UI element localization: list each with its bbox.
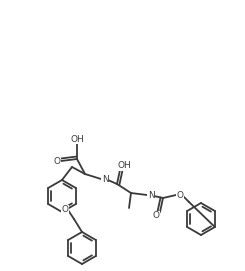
Text: N: N bbox=[102, 176, 108, 185]
Text: O: O bbox=[176, 192, 184, 201]
Text: OH: OH bbox=[70, 134, 84, 144]
Text: O: O bbox=[152, 211, 159, 221]
Text: O: O bbox=[53, 157, 61, 166]
Text: O: O bbox=[61, 205, 69, 215]
Text: N: N bbox=[148, 192, 154, 201]
Text: OH: OH bbox=[117, 162, 131, 170]
